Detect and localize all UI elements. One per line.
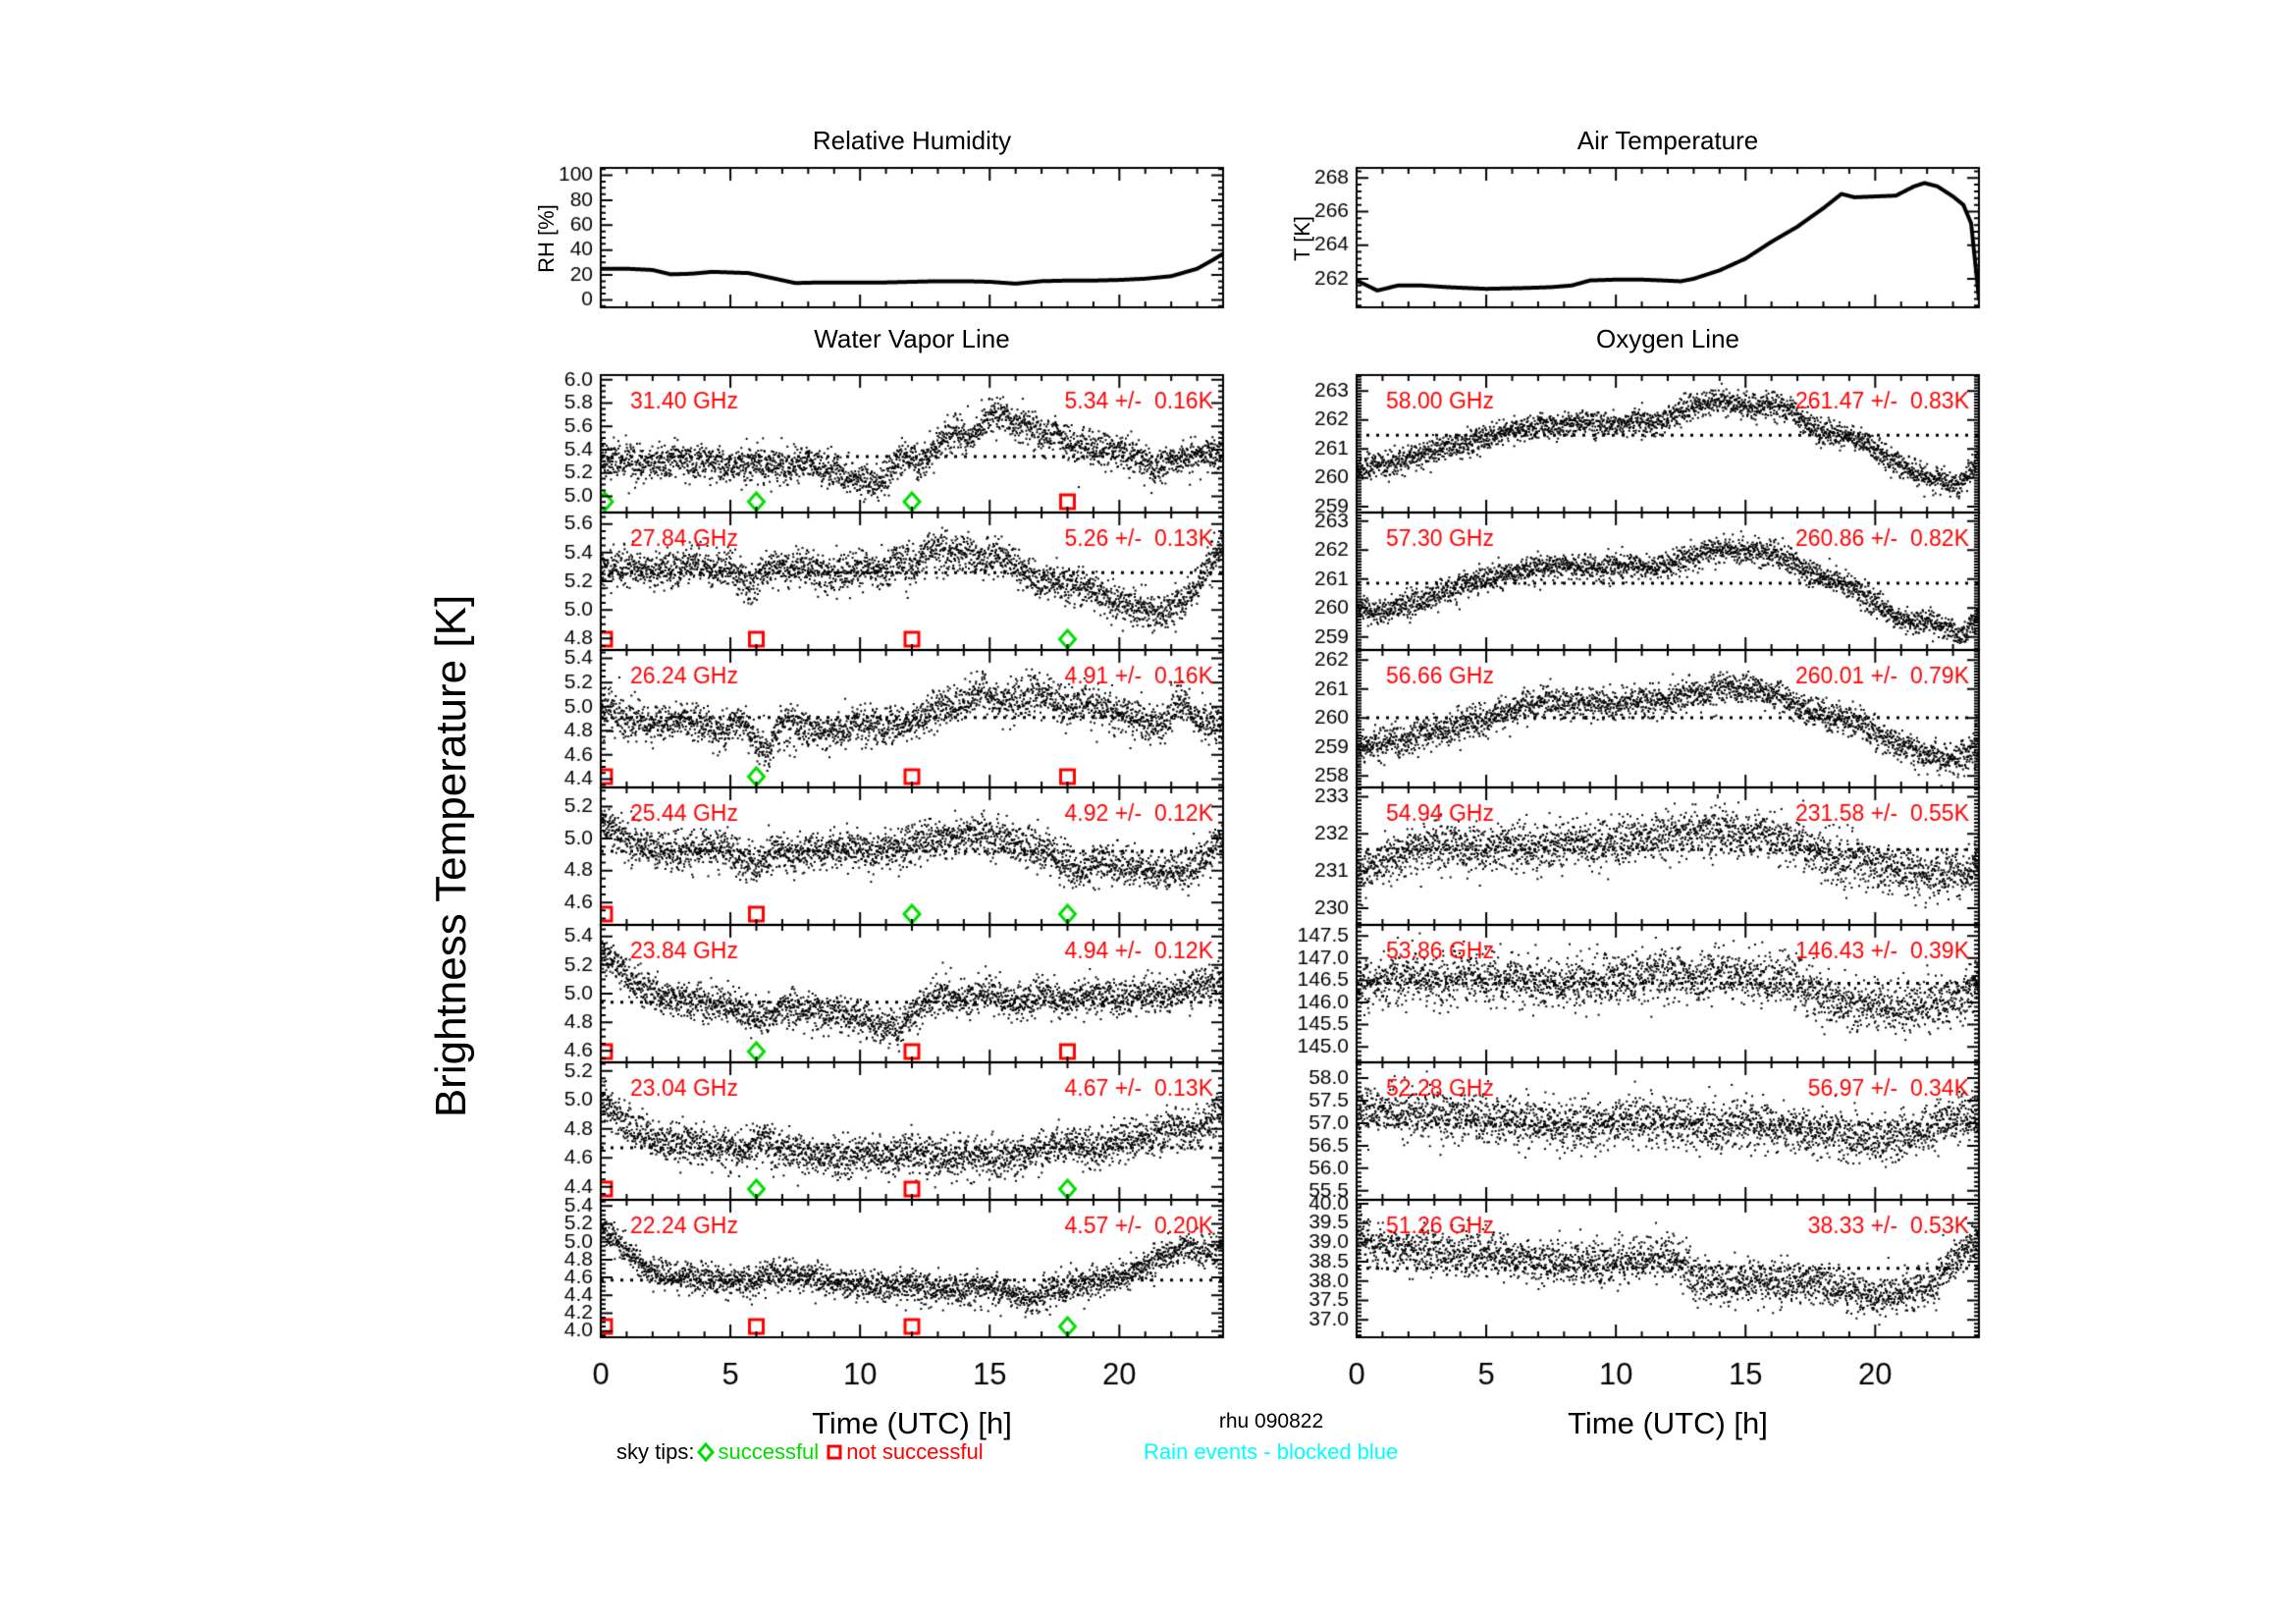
success-marker-icon xyxy=(697,1442,716,1462)
scatter-canvas-51-26-ghz xyxy=(1258,1188,1991,1400)
water-vapor-section-title: Water Vapor Line xyxy=(814,324,1010,353)
scatter-canvas-22-24-ghz xyxy=(503,1188,1235,1400)
scatter-canvas-23-04-ghz xyxy=(503,1051,1235,1212)
air-temperature-canvas xyxy=(1258,156,1991,319)
oxygen-section-title: Oxygen Line xyxy=(1596,324,1739,353)
scatter-canvas-26-24-ghz xyxy=(503,638,1235,799)
x-axis-title-left: Time (UTC) [h] xyxy=(812,1406,1012,1440)
scatter-canvas-54-94-ghz xyxy=(1258,776,1991,937)
scatter-canvas-27-84-ghz xyxy=(503,501,1235,662)
scatter-canvas-58-00-ghz xyxy=(1258,363,1991,524)
rain-events-note: Rain events - blocked blue xyxy=(1144,1439,1399,1464)
scatter-canvas-53-86-ghz xyxy=(1258,913,1991,1074)
sky-tips-legend: sky tips: successful not successful xyxy=(616,1439,984,1465)
sky-tips-legend-label: sky tips: xyxy=(616,1439,695,1464)
success-legend-label: successful xyxy=(718,1439,820,1464)
scatter-canvas-31-40-ghz xyxy=(503,363,1235,524)
fail-legend-label: not successful xyxy=(846,1439,984,1464)
fail-marker-icon xyxy=(827,1444,842,1460)
scatter-canvas-25-44-ghz xyxy=(503,776,1235,937)
relative-humidity-canvas xyxy=(503,156,1235,319)
scatter-canvas-57-30-ghz xyxy=(1258,501,1991,662)
brightness-temperature-axis-label: Brightness Temperature [K] xyxy=(427,594,475,1118)
footer-note: rhu 090822 xyxy=(1218,1410,1324,1433)
x-axis-title-right: Time (UTC) [h] xyxy=(1568,1406,1768,1440)
scatter-canvas-23-84-ghz xyxy=(503,913,1235,1074)
air-temp-panel-title: Air Temperature xyxy=(1576,126,1759,155)
scatter-canvas-52-28-ghz xyxy=(1258,1051,1991,1212)
rh-panel-title: Relative Humidity xyxy=(812,126,1012,155)
scatter-canvas-56-66-ghz xyxy=(1258,638,1991,799)
